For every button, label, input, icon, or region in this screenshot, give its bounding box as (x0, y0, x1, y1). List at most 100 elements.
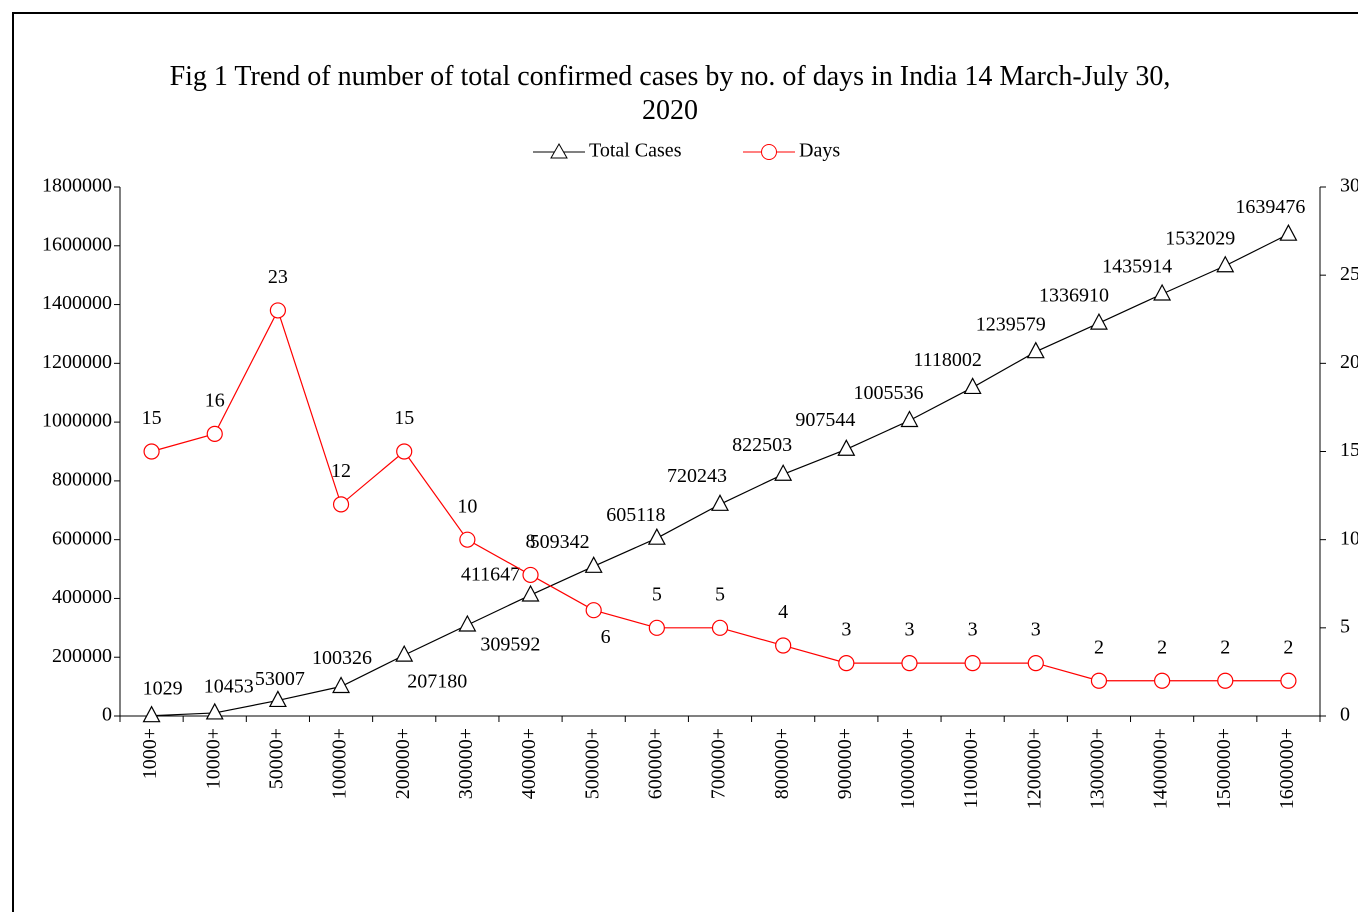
x-tick-label: 1100000+ (960, 728, 982, 809)
data-label: 8 (526, 531, 536, 553)
circle-marker (1027, 654, 1044, 672)
y-tick-label: 800000 (52, 468, 112, 490)
x-tick-label: 50000+ (265, 728, 287, 789)
triangle-marker (1216, 255, 1235, 273)
y2-tick-label: 10 (1340, 527, 1358, 549)
data-label: 822503 (732, 434, 792, 456)
data-label: 3 (968, 619, 978, 641)
x-tick-label: 400000+ (518, 728, 540, 799)
circle-marker (206, 425, 223, 442)
y-tick-label: 400000 (52, 586, 112, 608)
x-tick-label: 300000+ (455, 728, 477, 799)
triangle-marker (900, 410, 919, 428)
x-tick-label: 200000+ (392, 728, 414, 799)
x-tick-label: 1500000+ (1213, 728, 1235, 809)
y2-tick-label: 30 (1340, 175, 1358, 197)
circle-marker (648, 619, 665, 636)
data-label: 5 (652, 583, 662, 605)
triangle-marker (395, 644, 414, 662)
circle-marker (1280, 672, 1297, 689)
y2-tick-label: 5 (1340, 615, 1350, 637)
triangle-marker (711, 494, 729, 511)
triangle-marker (1279, 223, 1298, 241)
data-label: 1639476 (1235, 196, 1305, 218)
circle-marker (964, 654, 981, 672)
x-tick-label: 600000+ (644, 728, 666, 799)
x-tick-label: 1600000+ (1276, 728, 1298, 809)
y2-tick-label: 25 (1340, 263, 1358, 285)
data-label: 10 (457, 495, 477, 517)
x-tick-label: 900000+ (834, 728, 856, 799)
data-label: 3 (904, 619, 914, 641)
circle-marker (1090, 672, 1108, 689)
data-label: 509342 (530, 531, 590, 553)
circle-marker (143, 443, 160, 460)
triangle-marker (1089, 312, 1108, 330)
data-label: 1029 (143, 677, 183, 699)
legend-marker (761, 144, 777, 160)
x-tick-label: 1400000+ (1150, 728, 1172, 809)
y2-tick-label: 0 (1340, 704, 1350, 726)
y-tick-label: 1000000 (42, 410, 112, 432)
circle-marker (711, 619, 729, 636)
data-label: 720243 (667, 465, 727, 487)
triangle-marker (647, 527, 666, 545)
data-label: 6 (601, 626, 611, 648)
data-label: 3 (1031, 619, 1041, 641)
data-label: 100326 (312, 647, 372, 669)
circle-marker (838, 654, 855, 672)
data-label: 1532029 (1165, 227, 1235, 249)
data-label: 207180 (407, 671, 467, 693)
circle-marker (522, 566, 539, 584)
triangle-marker (142, 705, 161, 723)
y-tick-label: 1400000 (42, 292, 112, 314)
data-label: 907544 (795, 409, 855, 431)
circle-marker (901, 654, 918, 672)
data-label: 3 (841, 619, 851, 641)
data-label: 16 (205, 389, 225, 411)
y-tick-label: 1800000 (42, 175, 112, 197)
x-tick-label: 1300000+ (1087, 728, 1109, 809)
x-tick-label: 1000000+ (897, 728, 919, 809)
data-label: 15 (394, 407, 414, 429)
y-tick-label: 1600000 (42, 233, 112, 255)
y2-tick-label: 20 (1340, 351, 1358, 373)
x-tick-label: 700000+ (708, 728, 730, 799)
data-label: 2 (1220, 636, 1230, 658)
y2-tick-label: 15 (1340, 439, 1358, 461)
data-label: 1435914 (1102, 256, 1172, 278)
triangle-marker (584, 556, 603, 573)
data-label: 53007 (255, 668, 305, 690)
data-label: 1239579 (976, 313, 1046, 335)
circle-marker (396, 443, 413, 460)
y-tick-label: 200000 (52, 645, 112, 667)
data-label: 4 (778, 601, 788, 623)
data-label: 1336910 (1039, 285, 1109, 307)
circle-marker (585, 602, 602, 619)
triangle-marker (458, 614, 477, 632)
circle-marker (269, 302, 286, 319)
legend-label: Total Cases (589, 140, 682, 162)
triangle-marker (774, 464, 793, 481)
data-label: 2 (1157, 636, 1167, 658)
data-label: 23 (268, 266, 288, 288)
circle-marker (1154, 672, 1171, 689)
chart-frame (12, 12, 1358, 912)
data-label: 2 (1094, 636, 1104, 658)
x-tick-label: 1000+ (139, 728, 161, 779)
x-tick-label: 800000+ (771, 728, 793, 799)
data-label: 1005536 (853, 382, 923, 404)
triangle-marker (332, 676, 351, 694)
data-label: 1118002 (913, 349, 982, 371)
triangle-marker (963, 377, 982, 395)
data-label: 605118 (606, 504, 665, 526)
triangle-marker (1153, 283, 1172, 301)
data-label: 309592 (480, 634, 540, 656)
triangle-marker (268, 690, 287, 708)
triangle-marker (1026, 341, 1045, 359)
data-label: 10453 (204, 676, 254, 698)
data-label: 5 (715, 583, 725, 605)
legend-marker (550, 142, 568, 159)
